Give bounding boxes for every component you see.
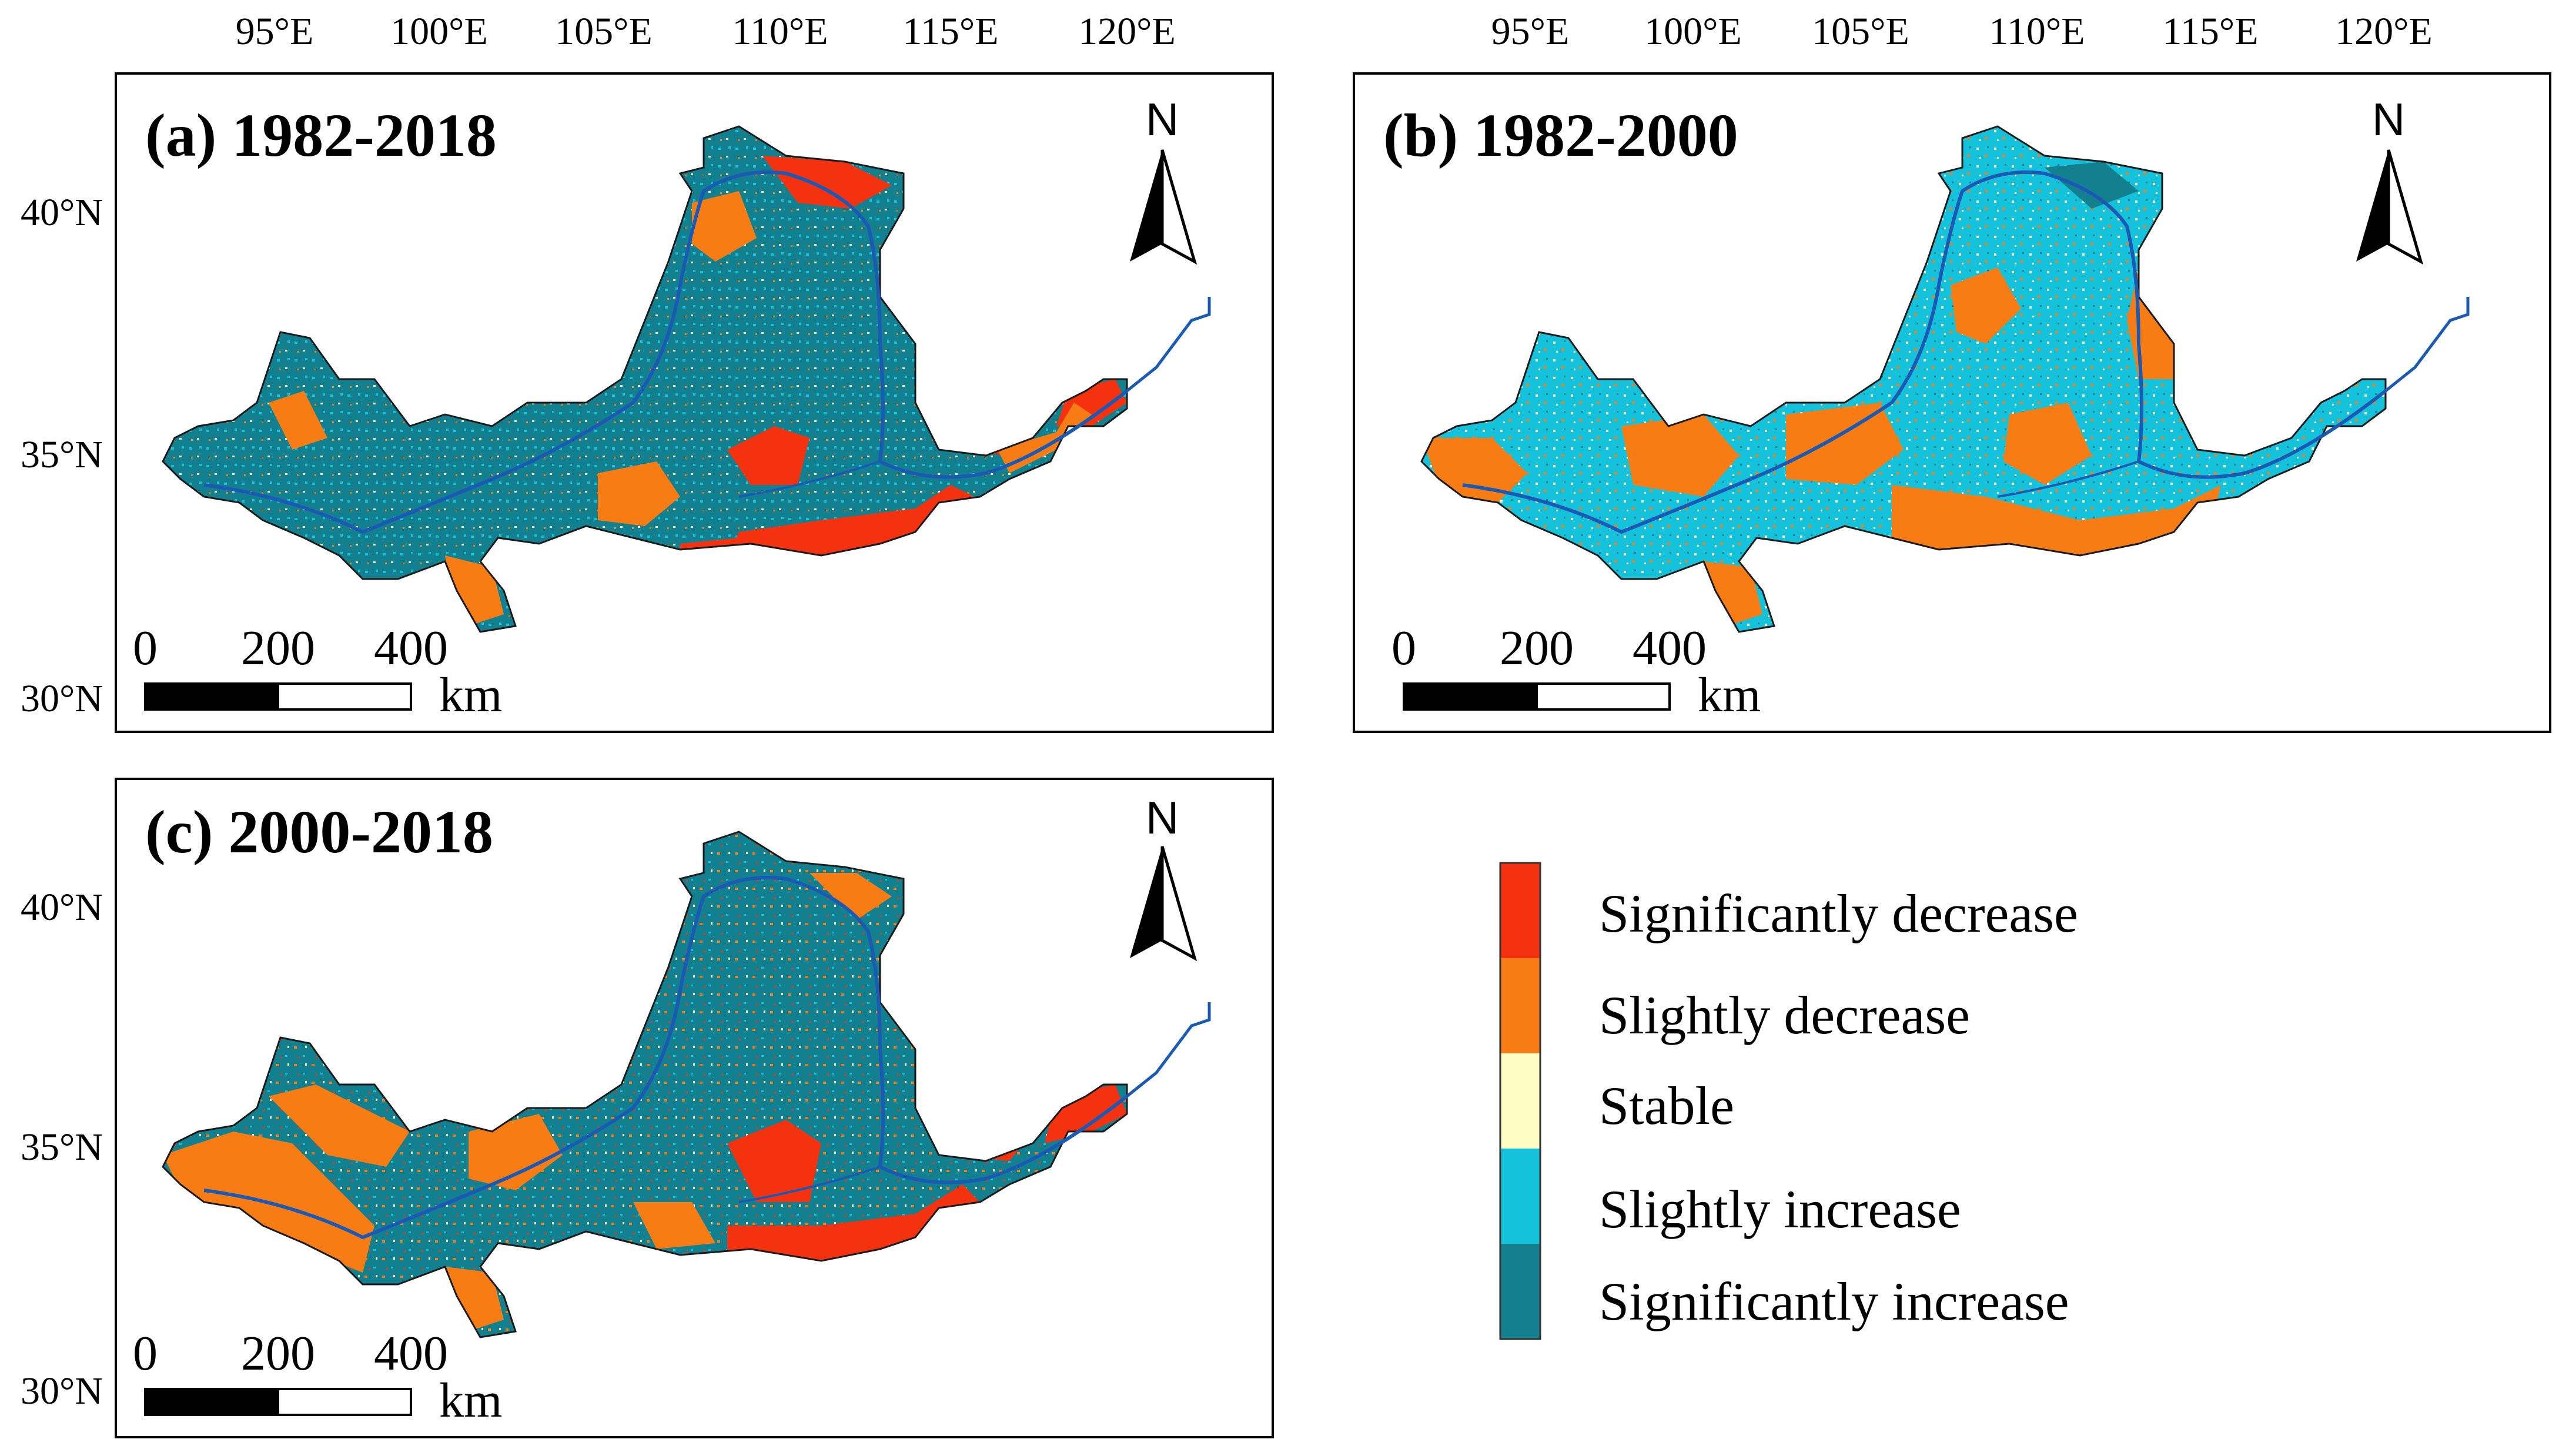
- legend-swatch-stable: [1500, 1053, 1540, 1149]
- panel-b-lon-ticks: 95°E 100°E 105°E 110°E 115°E 120°E: [1491, 10, 2433, 53]
- scale-label-0: 0: [133, 621, 158, 675]
- legend-swatch-slightly-increase: [1500, 1149, 1540, 1244]
- lat-tick: 40°N: [21, 886, 103, 929]
- scale-bar: 0 200 400 km: [1391, 621, 1761, 722]
- lon-tick: 100°E: [390, 10, 488, 53]
- yellow-river: [203, 170, 1128, 534]
- scale-label-400: 400: [1633, 621, 1707, 675]
- lat-tick: 30°N: [21, 1370, 103, 1413]
- legend-label: Significantly decrease: [1599, 883, 2078, 943]
- lon-tick: 105°E: [1812, 10, 1909, 53]
- legend-label: Stable: [1599, 1076, 1734, 1136]
- north-label: N: [2372, 93, 2405, 145]
- scale-label-200: 200: [241, 621, 315, 675]
- lon-tick: 115°E: [902, 10, 998, 53]
- lon-tick: 105°E: [555, 10, 653, 53]
- legend: Significantly decrease Slightly decrease…: [1499, 862, 2078, 1340]
- classified-map: [1421, 126, 2386, 632]
- panel-c: N (c) 2000-2018 0 200 400 km: [115, 778, 1274, 1438]
- panel-c-lat-ticks: 40°N 35°N 30°N: [21, 886, 103, 1413]
- scale-label-400: 400: [374, 1326, 448, 1381]
- north-arrow: [2356, 149, 2424, 265]
- lat-tick: 35°N: [21, 1126, 103, 1169]
- lat-tick: 30°N: [21, 677, 103, 720]
- scale-bar: 0 200 400 km: [133, 1326, 502, 1428]
- lat-tick: 35°N: [21, 433, 103, 476]
- tributary: [738, 460, 881, 498]
- north-arrow: [1130, 846, 1197, 962]
- panel-title: (a) 1982-2018: [145, 102, 497, 169]
- scale-unit: km: [1698, 668, 1761, 722]
- legend-swatch-significantly-decrease: [1500, 863, 1540, 958]
- lon-tick: 95°E: [1491, 10, 1570, 53]
- lon-tick: 100°E: [1644, 10, 1742, 53]
- scale-label-400: 400: [374, 621, 448, 675]
- scale-unit: km: [439, 1373, 502, 1428]
- panel-a-lon-ticks: 95°E 100°E 105°E 110°E 115°E 120°E: [236, 10, 1176, 53]
- lon-tick: 95°E: [236, 10, 314, 53]
- panel-title: (c) 2000-2018: [145, 798, 493, 866]
- legend-swatch-significantly-increase: [1500, 1244, 1540, 1339]
- yellow-river: [203, 876, 1128, 1240]
- scale-label-200: 200: [241, 1326, 315, 1381]
- lon-tick: 120°E: [2335, 10, 2433, 53]
- north-arrow: [1130, 149, 1197, 265]
- north-label: N: [1146, 792, 1179, 844]
- legend-label: Slightly increase: [1599, 1179, 1961, 1239]
- scale-bar: 0 200 400 km: [133, 621, 502, 722]
- lon-tick: 110°E: [732, 10, 828, 53]
- scale-label-0: 0: [133, 1326, 158, 1381]
- lon-tick: 120°E: [1078, 10, 1176, 53]
- scale-label-200: 200: [1500, 621, 1574, 675]
- tributary: [738, 1166, 881, 1203]
- legend-label: Slightly decrease: [1599, 985, 1970, 1045]
- panel-a-lat-ticks: 40°N 35°N 30°N: [21, 191, 103, 720]
- panel-a: N (a) 1982-2018 0 200 400 km: [115, 72, 1274, 733]
- lon-tick: 115°E: [2162, 10, 2258, 53]
- legend-swatch-slightly-decrease: [1500, 958, 1540, 1053]
- north-label: N: [1146, 93, 1179, 145]
- legend-label: Significantly increase: [1599, 1271, 2069, 1331]
- lat-tick: 40°N: [21, 191, 103, 234]
- lon-tick: 110°E: [1989, 10, 2085, 53]
- panel-b: N (b) 1982-2000 0 200 400 km: [1353, 72, 2551, 733]
- scale-unit: km: [439, 668, 502, 722]
- yellow-river: [1462, 170, 2387, 534]
- scale-label-0: 0: [1391, 621, 1416, 675]
- panel-title: (b) 1982-2000: [1383, 102, 1738, 169]
- tributary: [1997, 460, 2139, 498]
